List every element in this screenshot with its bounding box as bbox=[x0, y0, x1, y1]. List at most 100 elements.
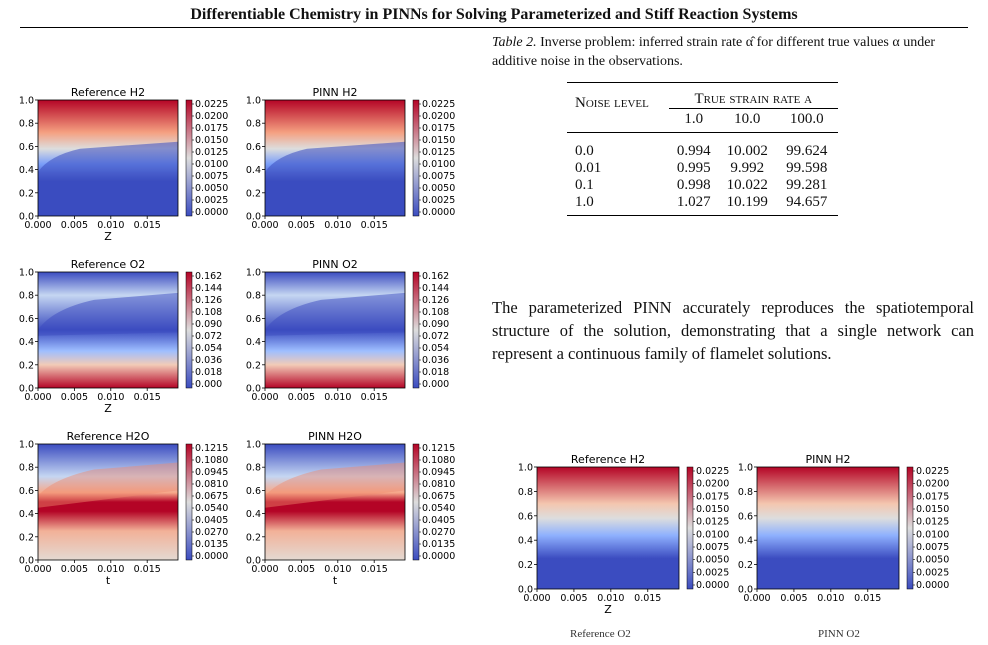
colorbar bbox=[906, 466, 914, 590]
x-tick-label: 0.015 bbox=[134, 220, 161, 231]
y-tick-label: 0.8 bbox=[738, 487, 753, 498]
colorbar-tick-label: 0.0075 bbox=[195, 171, 228, 182]
colorbar-tick-label: 0.0050 bbox=[916, 555, 949, 566]
y-tick-label: 0.6 bbox=[518, 511, 533, 522]
value-cell: 0.998 bbox=[676, 177, 711, 193]
colorbar-tick-label: 0.0125 bbox=[696, 517, 729, 528]
colorbar-tick-label: 0.0150 bbox=[195, 135, 228, 146]
y-tick-label: 0.0 bbox=[738, 585, 753, 596]
front-overlay bbox=[38, 141, 178, 216]
colorbar-tick-label: 0.0200 bbox=[916, 479, 949, 490]
table-caption-label: Table 2. bbox=[492, 35, 537, 50]
colorbar-tick-label: 0.162 bbox=[195, 271, 222, 282]
y-tick-label: 0.2 bbox=[738, 560, 753, 571]
running-header: Differentiable Chemistry in PINNs for So… bbox=[190, 6, 798, 23]
panel-title: PINN O2 bbox=[312, 258, 358, 271]
y-tick-label: 0.2 bbox=[246, 360, 261, 371]
colorbar-tick-label: 0.0135 bbox=[195, 539, 228, 550]
axes-frame bbox=[264, 99, 406, 217]
colorbar-tick-label: 0.0810 bbox=[422, 479, 455, 490]
panel-title: Reference H2 bbox=[571, 453, 645, 466]
value-cell: 99.281 bbox=[786, 177, 828, 193]
colorbar-tick-label: 0.0945 bbox=[422, 467, 455, 478]
y-tick-label: 0.6 bbox=[246, 314, 261, 325]
axes-frame bbox=[264, 443, 406, 561]
axes-frame bbox=[756, 466, 900, 590]
value-cell: 0.994 bbox=[676, 143, 711, 159]
table-caption-text: Inverse problem: inferred strain rate α̂… bbox=[492, 35, 936, 69]
y-tick-label: 0.8 bbox=[246, 463, 261, 474]
x-tick-label: 0.005 bbox=[61, 220, 88, 231]
colorbar-tick-label: 0.0675 bbox=[422, 491, 455, 502]
y-tick-label: 0.4 bbox=[246, 165, 261, 176]
y-tick-label: 0.6 bbox=[19, 314, 34, 325]
results-table: Noise level True strain rate α 1.0 10.0 … bbox=[567, 82, 838, 216]
col-header: 10.0 bbox=[734, 111, 761, 127]
header-rule bbox=[20, 27, 968, 28]
y-tick-label: 0.8 bbox=[19, 291, 34, 302]
front-overlay bbox=[265, 141, 405, 216]
y-tick-label: 0.0 bbox=[19, 212, 34, 223]
heatmap-panel: PINN H2 1.0 0.8 0.6 0.4 0.2 0.00.000 0.005 0.010… bbox=[246, 86, 455, 231]
colorbar-tick-label: 0.126 bbox=[422, 295, 449, 306]
y-tick-label: 0.0 bbox=[19, 384, 34, 395]
colorbar-tick-label: 0.0025 bbox=[696, 567, 729, 578]
colorbar bbox=[185, 271, 193, 389]
colorbar-tick-label: 0.0000 bbox=[916, 580, 949, 591]
noise-cell: 0.0 bbox=[575, 143, 594, 159]
y-tick-label: 0.8 bbox=[246, 291, 261, 302]
colorbar-tick-label: 0.0075 bbox=[916, 542, 949, 553]
table-row: 1.0 1.027 10.199 94.657 bbox=[567, 194, 838, 216]
colorbar-tick-label: 0.1080 bbox=[195, 455, 228, 466]
heatmap-panel: Reference H2O 1.0 0.8 0.6 0.4 0.2 0.00.000 0.00… bbox=[19, 430, 228, 587]
value-cell: 1.027 bbox=[676, 194, 711, 210]
table-row: 0.01 0.995 9.992 99.598 bbox=[567, 160, 838, 177]
y-tick-label: 0.2 bbox=[246, 188, 261, 199]
panel-title: Reference O2 bbox=[71, 258, 146, 271]
colorbar-tick-label: 0.054 bbox=[422, 343, 449, 354]
y-tick-label: 0.2 bbox=[19, 188, 34, 199]
value-cell: 99.624 bbox=[786, 143, 828, 159]
colorbar-tick-label: 0.0225 bbox=[422, 99, 455, 110]
x-tick-label: 0.000 bbox=[24, 392, 51, 403]
table-caption: Table 2. Inverse problem: inferred strai… bbox=[492, 33, 974, 71]
colorbar-tick-label: 0.0125 bbox=[422, 147, 455, 158]
cut-title: PINN O2 bbox=[818, 628, 860, 640]
value-cell: 10.002 bbox=[726, 143, 768, 159]
y-tick-label: 1.0 bbox=[246, 96, 261, 107]
colorbar-tick-label: 0.072 bbox=[195, 331, 222, 342]
colorbar-tick-label: 0.0050 bbox=[422, 183, 455, 194]
panel-title: PINN H2 bbox=[805, 453, 850, 466]
heatmap-panel: PINN O21.00.80.60.40.20.00.000 0.005 0.010… bbox=[246, 258, 449, 403]
colorbar-tick-label: 0.0075 bbox=[696, 542, 729, 553]
colorbar bbox=[412, 99, 420, 217]
y-tick-label: 0.4 bbox=[19, 165, 34, 176]
colorbar bbox=[686, 466, 694, 590]
x-tick-label: 0.010 bbox=[324, 564, 351, 575]
figure-left: Reference H21.00.80.60.40.20.00.000 0.005… bbox=[19, 86, 455, 587]
colorbar-tick-label: 0.1215 bbox=[422, 443, 455, 454]
x-tick-label: 0.010 bbox=[817, 593, 844, 604]
colorbar-tick-label: 0.0100 bbox=[696, 529, 729, 540]
y-tick-label: 1.0 bbox=[246, 440, 261, 451]
noise-cell: 0.01 bbox=[575, 160, 602, 176]
axes-frame bbox=[37, 443, 179, 561]
cut-title: Reference O2 bbox=[570, 628, 631, 640]
colorbar bbox=[185, 443, 193, 561]
y-tick-label: 0.0 bbox=[246, 556, 261, 567]
colorbar-tick-label: 0.0000 bbox=[696, 580, 729, 591]
colorbar-tick-label: 0.000 bbox=[422, 379, 449, 390]
axes-frame bbox=[264, 271, 406, 389]
y-tick-label: 0.8 bbox=[19, 463, 34, 474]
colorbar-tick-label: 0.0225 bbox=[916, 466, 949, 477]
y-tick-label: 0.4 bbox=[19, 509, 34, 520]
y-tick-label: 0.6 bbox=[19, 142, 34, 153]
colorbar-tick-label: 0.0200 bbox=[195, 111, 228, 122]
y-tick-label: 0.2 bbox=[518, 560, 533, 571]
noise-cell: 1.0 bbox=[575, 194, 594, 210]
x-tick-label: 0.015 bbox=[134, 564, 161, 575]
heatmap-panel: PINN H2O 1.0 0.8 0.6 0.4 0.2 0.00.000 0.005 0.01… bbox=[246, 430, 455, 587]
y-tick-label: 1.0 bbox=[19, 440, 34, 451]
value-cell: 10.022 bbox=[726, 177, 768, 193]
y-tick-label: 0.4 bbox=[246, 509, 261, 520]
